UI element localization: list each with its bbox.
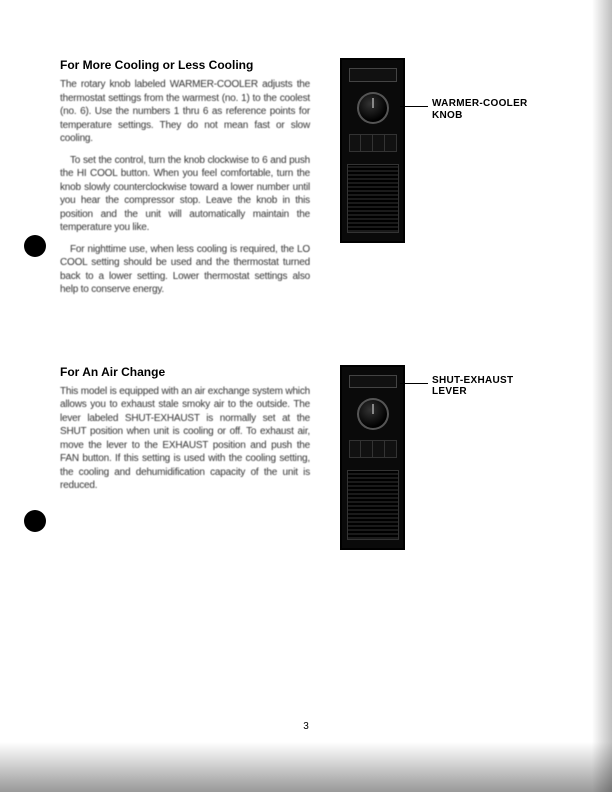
mode-buttons[interactable] bbox=[349, 134, 397, 152]
air-change-text: For An Air Change This model is equipped… bbox=[60, 365, 310, 501]
hole-punch bbox=[24, 235, 46, 257]
cooling-para-2: To set the control, turn the knob clockw… bbox=[60, 154, 310, 235]
air-panel-wrap: SHUT-EXHAUST LEVER bbox=[340, 365, 405, 550]
cooling-para-3: For nighttime use, when less cooling is … bbox=[60, 243, 310, 297]
warmer-cooler-callout: WARMER-COOLER KNOB bbox=[432, 98, 528, 121]
control-panel bbox=[340, 58, 405, 243]
callout-line bbox=[400, 383, 428, 384]
manual-page: For More Cooling or Less Cooling The rot… bbox=[0, 0, 612, 792]
hole-punch bbox=[24, 510, 46, 532]
panel-plate bbox=[349, 375, 397, 389]
panel-grille bbox=[347, 164, 399, 233]
section-air-change: For An Air Change This model is equipped… bbox=[60, 365, 562, 550]
air-change-para-1: This model is equipped with an air excha… bbox=[60, 385, 310, 493]
scan-artifact-bottom bbox=[0, 742, 612, 792]
cooling-para-1: The rotary knob labeled WARMER-COOLER ad… bbox=[60, 78, 310, 146]
scan-artifact-right bbox=[592, 0, 612, 792]
air-change-heading: For An Air Change bbox=[60, 365, 310, 379]
cooling-heading: For More Cooling or Less Cooling bbox=[60, 58, 310, 72]
warmer-cooler-knob[interactable] bbox=[357, 92, 389, 124]
section-cooling: For More Cooling or Less Cooling The rot… bbox=[60, 58, 562, 305]
cooling-text: For More Cooling or Less Cooling The rot… bbox=[60, 58, 310, 305]
mode-buttons[interactable] bbox=[349, 440, 397, 458]
control-panel bbox=[340, 365, 405, 550]
cooling-panel-wrap: WARMER-COOLER KNOB bbox=[340, 58, 405, 243]
panel-grille bbox=[347, 470, 399, 539]
panel-plate bbox=[349, 68, 397, 82]
callout-line bbox=[400, 106, 428, 107]
warmer-cooler-knob[interactable] bbox=[357, 398, 389, 430]
shut-exhaust-callout: SHUT-EXHAUST LEVER bbox=[432, 375, 513, 398]
page-number: 3 bbox=[303, 721, 309, 732]
